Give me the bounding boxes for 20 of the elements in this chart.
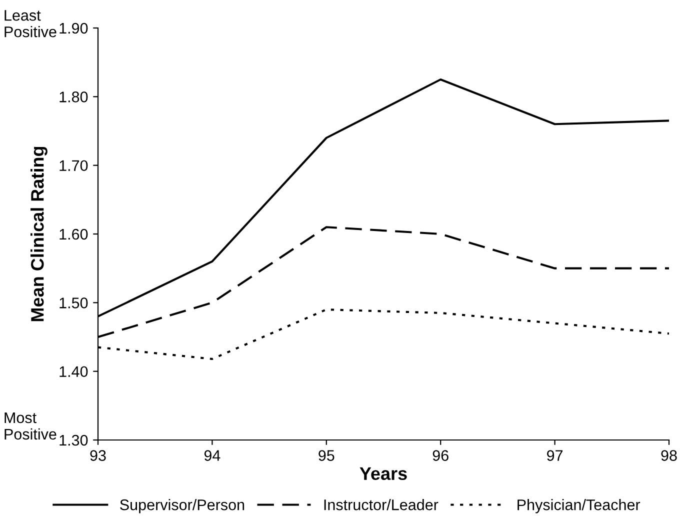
x-tick-label: 97	[547, 450, 563, 461]
y-tick-label: 1.50	[60, 298, 88, 308]
x-axis-title: Years	[360, 467, 407, 480]
text: Least Positive	[4, 10, 56, 38]
x-tick-label: 95	[318, 450, 334, 461]
y-tick-label: 1.70	[60, 160, 88, 172]
x-tick-label: 98	[661, 450, 677, 461]
x-tick-label: 93	[90, 450, 106, 461]
y-axis-title: Mean Clinical Rating	[30, 146, 48, 322]
y-tick-label: 1.60	[60, 228, 88, 240]
y-tick-label: 1.30	[60, 434, 88, 446]
y-tick-label: 1.40	[60, 366, 88, 378]
legend-label: Physician/Teacher	[518, 499, 640, 514]
text: Most Positive	[4, 412, 56, 440]
y-tick-label: 1.90	[60, 22, 88, 34]
y-tick-label: 1.80	[60, 92, 88, 102]
x-tick-label: 96	[432, 450, 448, 461]
x-tick-label: 94	[204, 450, 220, 461]
legend-label: Supervisor/Person	[120, 499, 244, 514]
legend-label: Instructor/Leader	[324, 499, 438, 510]
